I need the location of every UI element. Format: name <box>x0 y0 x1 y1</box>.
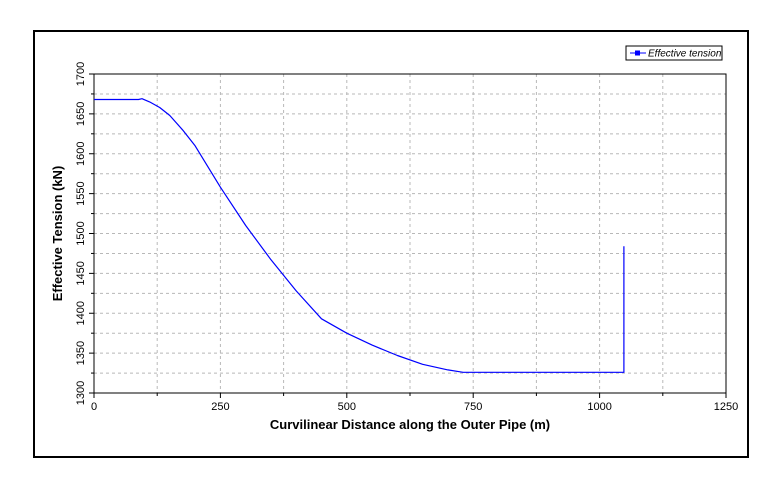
legend: Effective tension <box>625 45 723 61</box>
y-tick-label: 1500 <box>75 221 87 245</box>
legend-marker-swatch <box>635 50 640 56</box>
x-axis-title: Curvilinear Distance along the Outer Pip… <box>270 417 550 432</box>
x-tick-label: 500 <box>338 401 356 413</box>
grid <box>94 74 726 393</box>
x-tick-label: 250 <box>211 401 229 413</box>
series-line-effective-tension <box>94 98 625 373</box>
legend-box <box>625 45 723 61</box>
y-tick-label: 1300 <box>75 381 87 405</box>
axes: 0 250 500 750 1000 1250 1300 1350 1400 1450 1500 15… <box>75 62 738 413</box>
y-tick-label: 1600 <box>75 142 87 166</box>
x-tick-label: 1250 <box>714 401 738 413</box>
x-tick-label: 1000 <box>587 401 611 413</box>
y-axis-title: Effective Tension (kN) <box>50 166 65 302</box>
x-tick-label: 750 <box>464 401 482 413</box>
y-tick-label: 1350 <box>75 341 87 365</box>
legend-label: Effective tension <box>648 49 722 60</box>
y-tick-label: 1400 <box>75 301 87 325</box>
y-tick-label: 1450 <box>75 261 87 285</box>
chart: 0 250 500 750 1000 1250 1300 1350 1400 1450 1500 15… <box>50 45 738 432</box>
chart-frame: 0 250 500 750 1000 1250 1300 1350 1400 1450 1500 15… <box>33 30 749 458</box>
y-tick-label: 1550 <box>75 181 87 205</box>
x-tick-label: 0 <box>91 401 97 413</box>
y-tick-label: 1650 <box>75 102 87 126</box>
series <box>94 98 625 373</box>
y-tick-label: 1700 <box>75 62 87 86</box>
